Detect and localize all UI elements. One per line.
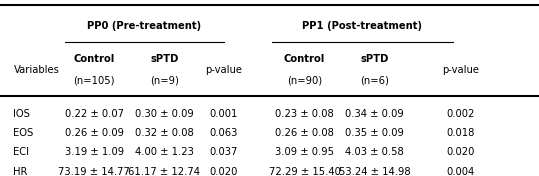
Text: 0.26 ± 0.08: 0.26 ± 0.08 <box>275 128 334 138</box>
Text: 0.23 ± 0.08: 0.23 ± 0.08 <box>275 109 334 118</box>
Text: EOS: EOS <box>13 128 34 138</box>
Text: 0.35 ± 0.09: 0.35 ± 0.09 <box>345 128 404 138</box>
Text: 0.001: 0.001 <box>210 109 238 118</box>
Text: 0.037: 0.037 <box>210 147 238 157</box>
Text: Variables: Variables <box>13 65 59 74</box>
Text: 0.30 ± 0.09: 0.30 ± 0.09 <box>135 109 194 118</box>
Text: (n=105): (n=105) <box>74 75 115 85</box>
Text: 61.17 ± 12.74: 61.17 ± 12.74 <box>128 167 201 176</box>
Text: sPTD: sPTD <box>150 54 178 64</box>
Text: sPTD: sPTD <box>361 54 389 64</box>
Text: HR: HR <box>13 167 28 176</box>
Text: 0.002: 0.002 <box>447 109 475 118</box>
Text: IOS: IOS <box>13 109 30 118</box>
Text: Control: Control <box>74 54 115 64</box>
Text: 3.19 ± 1.09: 3.19 ± 1.09 <box>65 147 124 157</box>
Text: 0.020: 0.020 <box>210 167 238 176</box>
Text: 0.020: 0.020 <box>447 147 475 157</box>
Text: 72.29 ± 15.40: 72.29 ± 15.40 <box>268 167 341 176</box>
Text: 3.09 ± 0.95: 3.09 ± 0.95 <box>275 147 334 157</box>
Text: 0.34 ± 0.09: 0.34 ± 0.09 <box>345 109 404 118</box>
Text: 0.22 ± 0.07: 0.22 ± 0.07 <box>65 109 124 118</box>
Text: Control: Control <box>284 54 325 64</box>
Text: p-value: p-value <box>205 65 242 74</box>
Text: 4.03 ± 0.58: 4.03 ± 0.58 <box>345 147 404 157</box>
Text: (n=9): (n=9) <box>150 75 179 85</box>
Text: p-value: p-value <box>443 65 479 74</box>
Text: 53.24 ± 14.98: 53.24 ± 14.98 <box>339 167 410 176</box>
Text: 0.018: 0.018 <box>447 128 475 138</box>
Text: (n=90): (n=90) <box>287 75 322 85</box>
Text: ECI: ECI <box>13 147 30 157</box>
Text: PP1 (Post-treatment): PP1 (Post-treatment) <box>302 21 423 30</box>
Text: PP0 (Pre-treatment): PP0 (Pre-treatment) <box>87 21 201 30</box>
Text: 0.004: 0.004 <box>447 167 475 176</box>
Text: 73.19 ± 14.77: 73.19 ± 14.77 <box>58 167 130 176</box>
Text: (n=6): (n=6) <box>360 75 389 85</box>
Text: 4.00 ± 1.23: 4.00 ± 1.23 <box>135 147 194 157</box>
Text: 0.26 ± 0.09: 0.26 ± 0.09 <box>65 128 124 138</box>
Text: 0.32 ± 0.08: 0.32 ± 0.08 <box>135 128 194 138</box>
Text: 0.063: 0.063 <box>210 128 238 138</box>
